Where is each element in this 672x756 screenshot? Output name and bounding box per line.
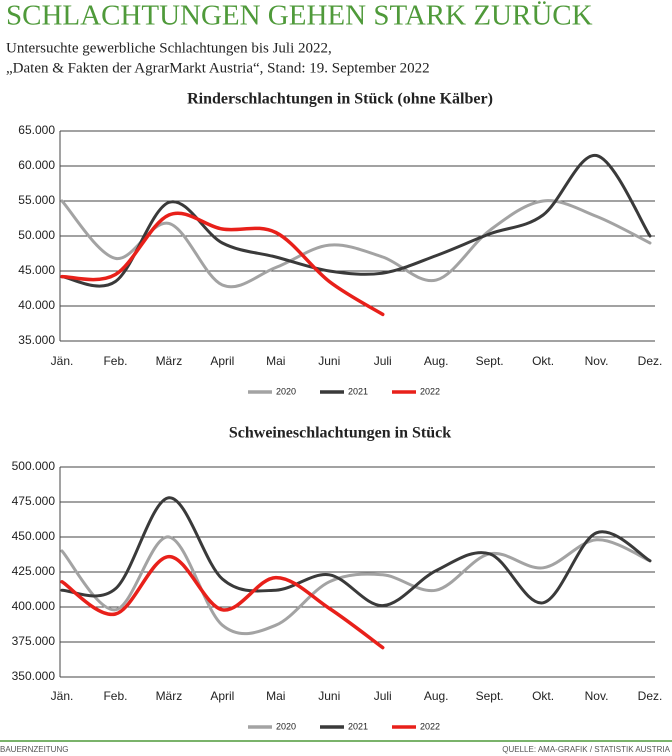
- subtitle: „Daten & Fakten der AgrarMarkt Austria“,…: [6, 60, 430, 76]
- x-tick-label: April: [210, 689, 234, 703]
- y-tick-label: 475.000: [12, 494, 56, 508]
- series-line: [60, 496, 652, 608]
- series-line: [60, 535, 652, 636]
- x-tick-label: Okt.: [532, 354, 554, 368]
- x-tick-label: Feb.: [103, 689, 127, 703]
- y-tick-label: 450.000: [12, 529, 56, 543]
- y-tick-label: 50.000: [18, 228, 55, 242]
- series-line: [60, 211, 385, 317]
- series-line: [60, 153, 652, 288]
- x-tick-label: Sept.: [476, 354, 504, 368]
- legend-label: 2020: [276, 386, 296, 396]
- legend-label: 2021: [348, 386, 368, 396]
- series-line: [60, 554, 385, 650]
- subtitle: Untersuchte gewerbliche Schlachtungen bi…: [6, 40, 332, 56]
- y-tick-label: 65.000: [18, 123, 55, 137]
- x-tick-label: Jän.: [51, 689, 74, 703]
- y-tick-label: 35.000: [18, 333, 55, 347]
- legend-label: 2020: [276, 721, 296, 731]
- page-title: SCHLACHTUNGEN GEHEN STARK ZURÜCK: [6, 0, 593, 32]
- x-tick-label: Juni: [318, 354, 340, 368]
- x-tick-label: Okt.: [532, 689, 554, 703]
- x-tick-label: Mai: [266, 354, 285, 368]
- y-tick-label: 45.000: [18, 263, 55, 277]
- x-tick-label: Mai: [266, 689, 285, 703]
- x-tick-label: Jän.: [51, 354, 74, 368]
- y-tick-label: 500.000: [12, 459, 56, 473]
- x-tick-label: März: [156, 689, 183, 703]
- x-tick-label: Aug.: [424, 689, 449, 703]
- y-tick-label: 350.000: [12, 669, 56, 683]
- y-tick-label: 400.000: [12, 599, 56, 613]
- x-tick-label: Juni: [318, 689, 340, 703]
- y-tick-label: 40.000: [18, 298, 55, 312]
- y-tick-label: 375.000: [12, 634, 56, 648]
- x-tick-label: Juli: [374, 689, 392, 703]
- y-tick-label: 425.000: [12, 564, 56, 578]
- x-tick-label: Nov.: [585, 689, 609, 703]
- x-tick-label: April: [210, 354, 234, 368]
- y-tick-label: 60.000: [18, 158, 55, 172]
- x-tick-label: März: [156, 354, 183, 368]
- legend-label: 2021: [348, 721, 368, 731]
- footer-right: QUELLE: AMA-GRAFIK / STATISTIK AUSTRIA: [502, 745, 670, 754]
- chart-title: Rinderschlachtungen in Stück (ohne Kälbe…: [187, 91, 493, 108]
- legend-label: 2022: [420, 386, 440, 396]
- x-tick-label: Nov.: [585, 354, 609, 368]
- y-tick-label: 55.000: [18, 193, 55, 207]
- x-tick-label: Feb.: [103, 354, 127, 368]
- footer-left: BAUERNZEITUNG: [0, 745, 68, 754]
- x-tick-label: Aug.: [424, 354, 449, 368]
- x-tick-label: Sept.: [476, 689, 504, 703]
- x-tick-label: Juli: [374, 354, 392, 368]
- x-tick-label: Dez.: [638, 689, 663, 703]
- chart-title: Schweineschlachtungen in Stück: [229, 425, 451, 442]
- x-tick-label: Dez.: [638, 354, 663, 368]
- legend-label: 2022: [420, 721, 440, 731]
